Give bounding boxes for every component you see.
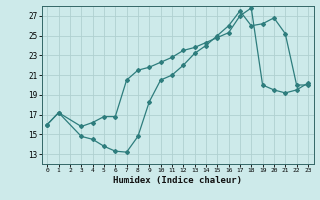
X-axis label: Humidex (Indice chaleur): Humidex (Indice chaleur) bbox=[113, 176, 242, 185]
